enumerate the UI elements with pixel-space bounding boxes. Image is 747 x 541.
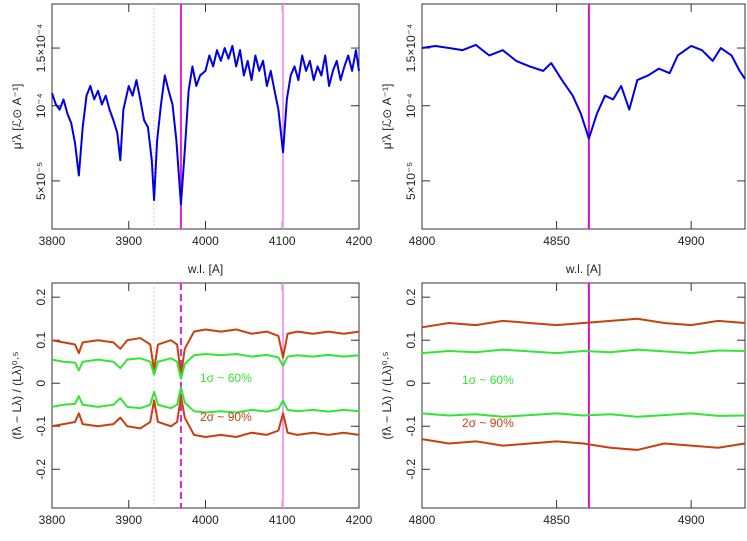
spectrum-line [421,438,746,451]
x-tick-label: 4900 [678,513,705,527]
annotation: 1σ ~ 60% [462,373,514,387]
spectrum-line [51,352,360,380]
x-tick-label: 3900 [115,513,142,527]
y-axis-label: (fλ − Lλ) / (Lλ)⁰·⁵ [380,351,394,439]
y-tick-label: 1.5×10⁻⁴ [34,24,48,73]
plot-frame [421,3,746,230]
y-tick-label: -0.2 [34,459,48,480]
x-tick-label: 4100 [269,513,296,527]
y-tick-label: 0 [34,380,48,387]
x-tick-label: 4850 [543,513,570,527]
y-tick-label: 1.5×10⁻⁴ [404,24,418,73]
spectrum-line [51,44,360,206]
x-axis-label: w.l. [A] [187,262,223,276]
x-tick-label: 3900 [115,234,142,248]
spectrum-line [51,395,360,439]
spectrum-line [51,328,360,376]
annotation: 2σ ~ 90% [462,416,514,430]
x-tick-label: 4800 [409,513,436,527]
spectrum-line [421,412,746,418]
y-tick-label: -0.2 [404,459,418,480]
spectrum-line [51,386,360,414]
x-axis-label: w.l. [A] [565,262,601,276]
spectrum-line [421,43,746,140]
x-tick-label: 4000 [192,234,219,248]
x-tick-label: 4900 [678,234,705,248]
x-tick-label: 4100 [269,234,296,248]
spectrum-line [421,348,746,355]
annotation: 1σ ~ 60% [200,371,252,385]
x-tick-label: 4850 [543,234,570,248]
y-axis-label: μ'λ [ℒ⊙ A⁻¹] [10,84,24,150]
plot-frame [51,282,360,509]
plot-frame [421,282,746,509]
y-tick-label: 5×10⁻⁵ [34,162,48,200]
y-tick-label: 10⁻⁴ [34,93,48,118]
x-tick-label: 3800 [39,234,66,248]
x-tick-label: 3800 [39,513,66,527]
y-tick-label: 0.2 [34,289,48,306]
y-axis-label: (fλ − Lλ) / (Lλ)⁰·⁵ [10,351,24,439]
x-tick-label: 4200 [346,513,373,527]
y-tick-label: 0.1 [404,332,418,349]
x-tick-label: 4200 [346,234,373,248]
y-axis-label: μ'λ [ℒ⊙ A⁻¹] [380,84,394,150]
y-tick-label: 10⁻⁴ [404,93,418,118]
y-tick-label: 5×10⁻⁵ [404,162,418,200]
y-tick-label: -0.1 [404,416,418,437]
x-tick-label: 4000 [192,513,219,527]
spectrum-line [421,317,746,329]
y-tick-label: -0.1 [34,416,48,437]
y-tick-label: 0 [404,380,418,387]
plot-frame [51,3,360,230]
y-tick-label: 0.1 [34,332,48,349]
y-tick-label: 0.2 [404,289,418,306]
annotation: 2σ ~ 90% [200,410,252,424]
x-tick-label: 4800 [409,234,436,248]
